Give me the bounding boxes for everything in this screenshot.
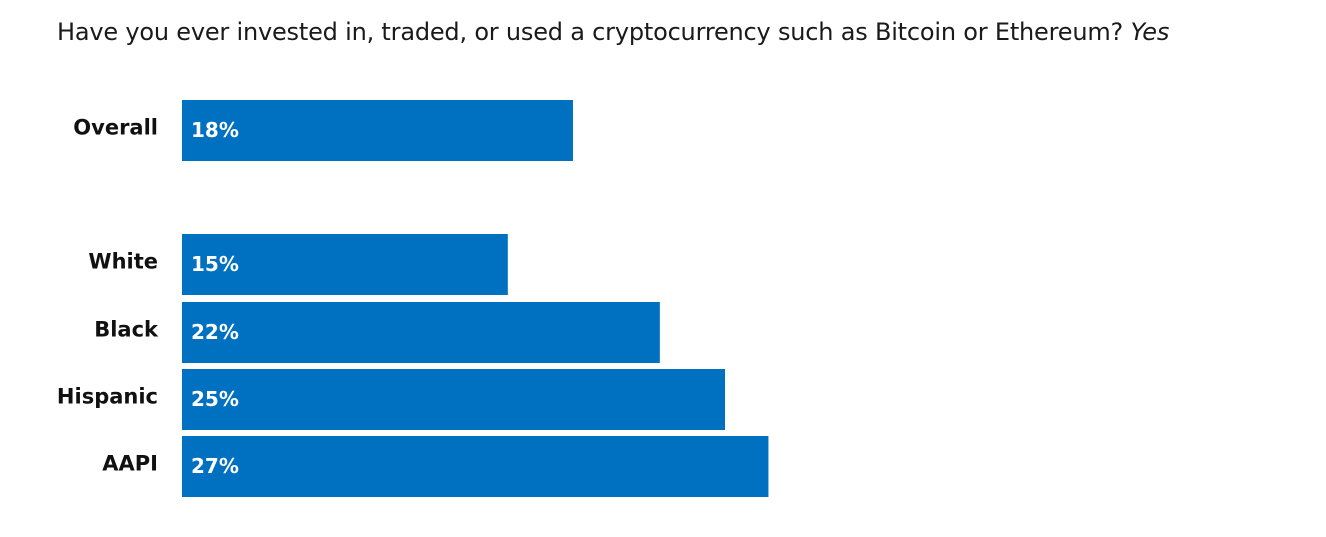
- bar-aapi: [182, 436, 769, 497]
- bar-white: [182, 234, 508, 295]
- category-label-overall: Overall: [73, 116, 158, 140]
- value-label-white: 15%: [191, 252, 239, 276]
- category-label-black: Black: [94, 318, 159, 342]
- chart-title-emphasis: Yes: [1130, 18, 1170, 46]
- value-label-hispanic: 25%: [191, 387, 239, 411]
- bar-overall: [182, 100, 573, 161]
- category-label-hispanic: Hispanic: [57, 385, 158, 409]
- chart-title: Have you ever invested in, traded, or us…: [57, 18, 1169, 46]
- category-label-aapi: AAPI: [102, 452, 158, 476]
- bar-hispanic: [182, 369, 725, 430]
- chart-title-text: Have you ever invested in, traded, or us…: [57, 18, 1124, 46]
- value-label-overall: 18%: [191, 118, 239, 142]
- bar-black: [182, 302, 660, 363]
- value-label-aapi: 27%: [191, 454, 239, 478]
- value-label-black: 22%: [191, 320, 239, 344]
- category-label-white: White: [88, 250, 158, 274]
